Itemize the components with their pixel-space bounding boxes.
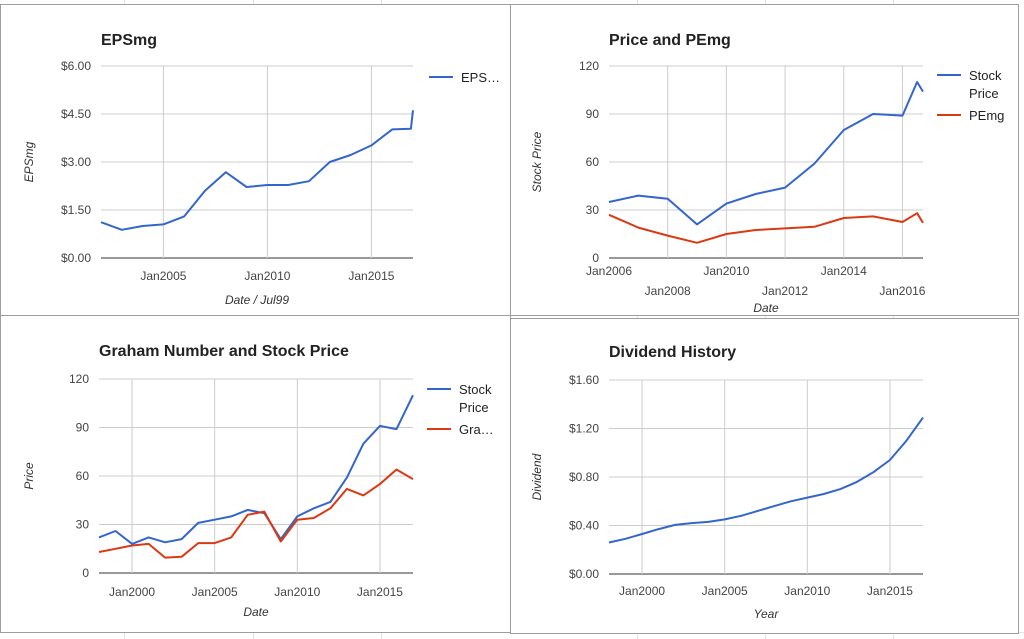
y-tick-label: 0 [82, 566, 89, 580]
x-tick-label: Jan2010 [274, 585, 320, 599]
y-tick-label: $4.50 [61, 107, 91, 121]
series-line-1 [608, 212, 924, 244]
chart-panel-eps: EPSmg $0.00 $1.50 $3.00 $4.50 $6.00 Jan2005 Jan… [0, 4, 511, 316]
y-tick-label: 120 [69, 372, 89, 386]
chart-panel-dividend: Dividend History $0.00 $0.40 $0.80 $1.20 $1.6… [510, 318, 1019, 634]
chart-title: Graham Number and Stock Price [99, 343, 349, 360]
y-tick-label: $3.00 [61, 155, 91, 169]
chart-title: EPSmg [101, 32, 157, 49]
y-axis-title: Dividend [530, 453, 544, 500]
y-tick-label: $0.00 [61, 251, 91, 265]
x-tick-label: Jan2000 [619, 584, 665, 598]
chart-title: Dividend History [609, 344, 736, 361]
eps-chart: EPSmg $0.00 $1.50 $3.00 $4.50 $6.00 Jan2005 Jan… [22, 32, 500, 307]
x-tick-label: Jan2015 [357, 585, 403, 599]
x-tick-label: Jan2014 [821, 264, 867, 278]
y-tick-label: 90 [586, 107, 600, 121]
price-pemg-chart: Price and PEmg 0 30 60 90 120 Jan2006 Jan2008 Ja… [530, 32, 1004, 315]
legend-label: Stock Price [969, 68, 1002, 101]
chart-panel-graham: Graham Number and Stock Price 0 30 60 90 120 J… [0, 315, 511, 633]
chart-title: Price and PEmg [609, 32, 731, 49]
x-axis-title: Date / Jul99 [225, 293, 289, 307]
series-line-0 [100, 110, 414, 231]
y-tick-label: $1.50 [61, 203, 91, 217]
x-tick-label: Jan2015 [867, 584, 913, 598]
y-tick-label: 30 [586, 203, 600, 217]
y-tick-label: $0.00 [569, 567, 599, 581]
y-tick-label: 60 [76, 469, 90, 483]
x-tick-label: Jan2000 [109, 585, 155, 599]
x-tick-label: Jan2010 [784, 584, 830, 598]
x-tick-label: Jan2010 [703, 264, 749, 278]
x-tick-label: Jan2016 [879, 284, 925, 298]
x-axis-title: Year [754, 607, 780, 621]
x-tick-label: Jan2010 [244, 269, 290, 283]
x-tick-label: Jan2006 [586, 264, 632, 278]
y-tick-label: $1.60 [569, 373, 599, 387]
x-axis-title: Date [753, 301, 779, 315]
y-tick-label: 120 [579, 59, 599, 73]
x-tick-label: Jan2005 [192, 585, 238, 599]
y-tick-label: $0.80 [569, 470, 599, 484]
x-tick-label: Jan2005 [702, 584, 748, 598]
x-tick-label: Jan2005 [140, 269, 186, 283]
legend-label: Stock Price [459, 382, 492, 415]
y-tick-label: $0.40 [569, 519, 599, 533]
y-tick-label: 30 [76, 518, 90, 532]
x-tick-label: Jan2012 [762, 284, 808, 298]
series-line-1 [98, 468, 414, 559]
graham-chart: Graham Number and Stock Price 0 30 60 90 120 J… [22, 343, 494, 619]
y-tick-label: $1.20 [569, 422, 599, 436]
y-axis-title: Stock Price [530, 131, 544, 192]
y-axis-title: EPSmg [22, 141, 36, 182]
series-line-0 [98, 394, 414, 545]
legend-label: PEmg [969, 108, 1004, 123]
dividend-chart: Dividend History $0.00 $0.40 $0.80 $1.20 $1.6… [530, 344, 924, 621]
x-tick-label: Jan2008 [645, 284, 691, 298]
y-tick-label: 60 [586, 155, 600, 169]
x-axis-title: Date [243, 605, 269, 619]
legend-label: EPS… [461, 70, 500, 85]
y-axis-title: Price [22, 462, 36, 490]
y-tick-label: 90 [76, 421, 90, 435]
x-tick-label: Jan2015 [348, 269, 394, 283]
chart-panel-price-pemg: Price and PEmg 0 30 60 90 120 Jan2006 Jan2008 Ja… [510, 4, 1019, 316]
legend-label: Gra… [459, 422, 494, 437]
y-tick-label: $6.00 [61, 59, 91, 73]
series-line-0 [608, 417, 924, 544]
series-line-0 [608, 81, 924, 226]
y-tick-label: 0 [592, 251, 599, 265]
